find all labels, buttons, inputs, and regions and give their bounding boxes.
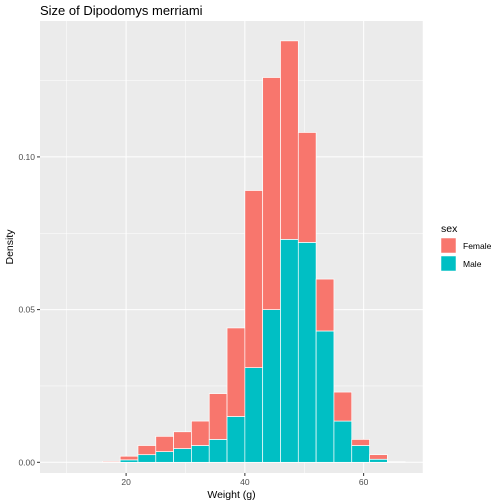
x-tick-label: 20 — [121, 477, 131, 487]
bar-female — [315, 278, 335, 332]
bar-female — [351, 439, 370, 446]
bar-female — [137, 445, 157, 456]
y-tick-label: 0.05 — [18, 305, 35, 315]
bars — [101, 40, 406, 463]
bar-female — [119, 455, 139, 461]
x-tick-label: 40 — [240, 477, 250, 487]
bar-male — [155, 451, 174, 463]
bar-female — [226, 327, 246, 417]
bar-male — [119, 459, 139, 463]
bar-female — [333, 391, 353, 422]
bar-female — [101, 461, 121, 463]
bar-male — [137, 454, 157, 463]
bar-male — [369, 458, 388, 463]
bar-female — [387, 461, 406, 463]
legend-swatch-male — [440, 255, 457, 272]
bar-male — [333, 420, 353, 463]
legend-label-male: Male — [463, 259, 482, 269]
legend: sex Female Male — [440, 223, 492, 272]
bar-female — [208, 393, 228, 440]
bar-male — [226, 416, 246, 463]
bar-male — [315, 330, 335, 463]
bar-male — [262, 309, 281, 463]
y-tick-label: 0.00 — [18, 457, 35, 467]
bar-male — [208, 439, 228, 463]
bar-female — [173, 431, 192, 449]
legend-title: sex — [441, 223, 458, 235]
bar-female — [280, 40, 299, 240]
y-axis: 0.00 0.05 0.10 — [18, 152, 40, 467]
bar-female — [297, 132, 317, 243]
bar-male — [173, 448, 192, 463]
bar-male — [351, 445, 370, 463]
bar-male — [191, 445, 210, 463]
bar-male — [244, 367, 264, 463]
x-axis-label: Weight (g) — [207, 489, 255, 501]
bar-female — [191, 420, 210, 446]
bar-female — [262, 77, 281, 310]
bar-male — [280, 239, 299, 463]
x-axis: 20 40 60 — [121, 473, 369, 487]
bar-female — [369, 454, 388, 460]
y-axis-label: Density — [4, 229, 16, 265]
bar-female — [155, 436, 174, 452]
chart-title: Size of Dipodomys merriami — [40, 3, 203, 18]
legend-label-female: Female — [463, 241, 492, 251]
legend-swatch-female — [440, 237, 457, 254]
bar-female — [244, 190, 264, 368]
y-tick-label: 0.10 — [18, 152, 35, 162]
bar-male — [297, 242, 317, 463]
x-tick-label: 60 — [359, 477, 369, 487]
legend-items: Female Male — [440, 237, 492, 272]
